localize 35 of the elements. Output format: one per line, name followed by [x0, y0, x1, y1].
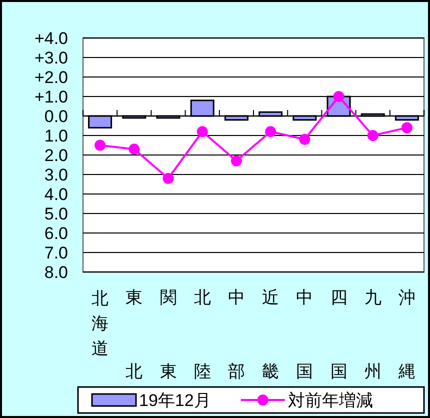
x-tick-label: 北海道 — [91, 288, 110, 360]
y-tick-label: +4.0 — [34, 29, 68, 48]
legend-label: 対前年増減 — [288, 391, 373, 410]
point — [94, 140, 106, 151]
point — [162, 172, 174, 184]
y-tick-label: 6.0 — [44, 224, 68, 243]
point — [401, 122, 412, 134]
y-tick-label: 1.0 — [44, 126, 68, 146]
category-label: 北陸 — [194, 288, 211, 381]
category-label: 近畿 — [262, 288, 280, 381]
point — [196, 126, 208, 138]
y-tick-label: +1.0 — [34, 88, 68, 106]
category-label: 東北 — [126, 288, 143, 381]
y-tick-label: 5.0 — [44, 204, 68, 224]
y-tick-label: 2.0 — [44, 146, 68, 165]
category-label: 四国 — [330, 288, 348, 381]
point — [333, 91, 344, 102]
y-tick-label: 8.0 — [44, 263, 68, 282]
y-tick-label: +3.0 — [34, 48, 68, 68]
point — [367, 130, 378, 141]
y-tick-label: 0.0 — [44, 107, 68, 126]
y-tick-label: 7.0 — [44, 244, 68, 262]
category-label: 中部 — [228, 288, 245, 381]
point — [128, 144, 140, 155]
y-tick-label: +2.0 — [34, 68, 68, 87]
category-label: 沖縄 — [398, 288, 416, 381]
category-label: 中国 — [296, 288, 314, 381]
legend-label: 19年12月 — [139, 391, 211, 410]
point — [265, 126, 276, 138]
y-tick-label: 4.0 — [44, 185, 68, 204]
category-label: 九州 — [364, 288, 382, 381]
point — [299, 134, 310, 145]
y-tick-label: 3.0 — [44, 166, 68, 184]
point — [230, 155, 242, 166]
category-label: 関東 — [160, 288, 177, 381]
